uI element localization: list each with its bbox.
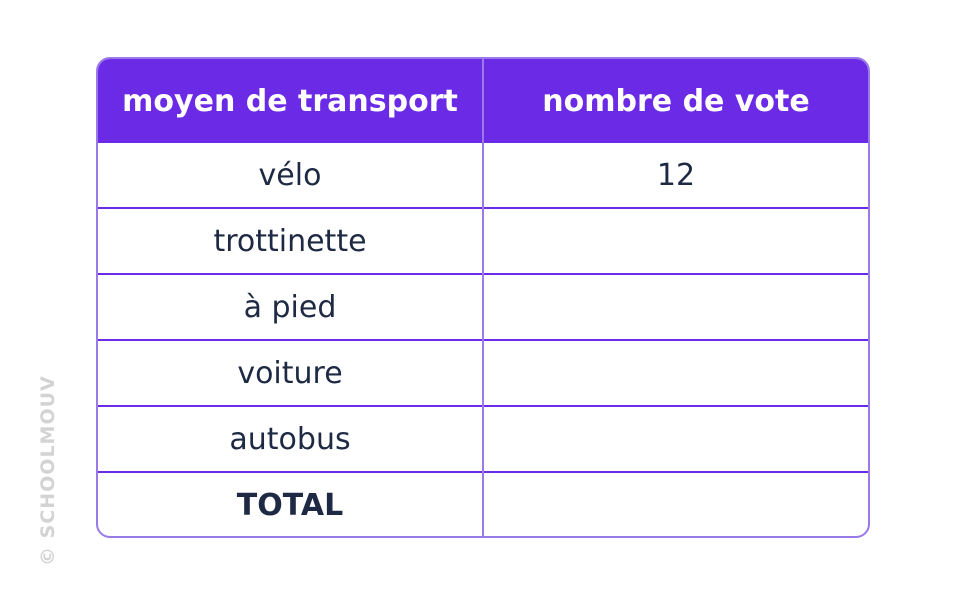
transport-vote-table: moyen de transport nombre de vote vélo 1… [96, 57, 870, 538]
vote-table: moyen de transport nombre de vote vélo 1… [98, 59, 868, 536]
column-header-transport: moyen de transport [98, 59, 483, 143]
table-row: voiture [98, 339, 868, 406]
transport-cell: à pied [98, 273, 483, 340]
votes-cell [482, 339, 868, 406]
votes-cell: 12 [482, 143, 868, 208]
total-row: TOTAL [98, 471, 868, 536]
votes-cell [482, 207, 868, 274]
table-row: trottinette [98, 207, 868, 274]
votes-cell [482, 405, 868, 472]
schoolmouv-watermark: © SCHOOLMOUV [26, 352, 66, 568]
table-row: vélo 12 [98, 143, 868, 208]
table-header-row: moyen de transport nombre de vote [98, 59, 868, 143]
transport-cell: vélo [258, 157, 322, 193]
table-row: à pied [98, 273, 868, 340]
transport-cell: trottinette [98, 207, 483, 274]
column-header-votes: nombre de vote [482, 59, 868, 143]
watermark-text: © SCHOOLMOUV [37, 375, 59, 566]
total-votes-cell [482, 471, 868, 536]
total-label-cell: TOTAL [98, 471, 483, 536]
transport-cell: autobus [98, 405, 483, 472]
table-row: autobus [98, 405, 868, 472]
votes-cell [482, 273, 868, 340]
transport-cell: voiture [98, 339, 483, 406]
